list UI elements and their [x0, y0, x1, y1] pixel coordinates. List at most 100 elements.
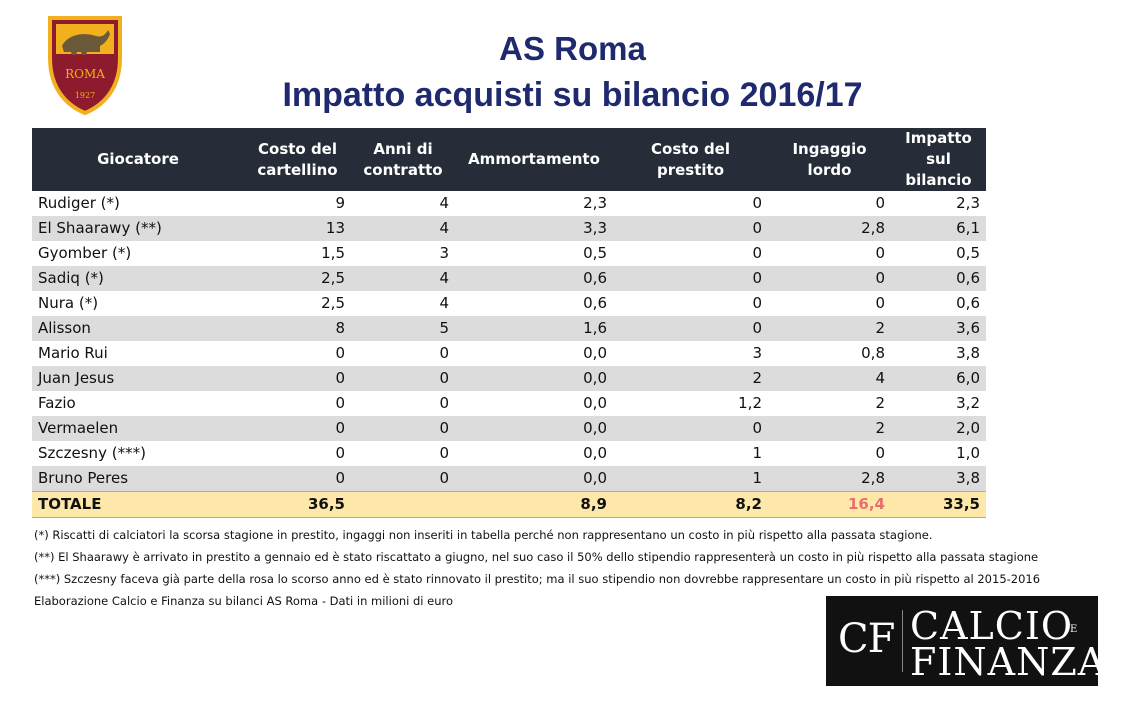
cell-anni: 0 — [351, 466, 455, 492]
cell-anni: 0 — [351, 366, 455, 391]
cell-impatto: 3,8 — [891, 341, 986, 366]
cell-costo: 0 — [244, 416, 351, 441]
table-row: Szczesny (***) 0 0 0,0 1 0 1,0 — [32, 441, 986, 466]
header-costo-prestito: Costo del prestito — [613, 128, 768, 191]
total-row: TOTALE 36,5 8,9 8,2 16,4 33,5 — [32, 491, 986, 518]
player-name: Alisson — [32, 316, 244, 341]
cell-ingaggio: 2 — [768, 416, 891, 441]
player-name: Nura (*) — [32, 291, 244, 316]
cell-prestito: 0 — [613, 216, 768, 241]
cell-ingaggio: 0 — [768, 191, 891, 216]
logo-word-calcio: CALCIO — [910, 604, 1073, 648]
acquisitions-table: Giocatore Costo del cartellino Anni di c… — [32, 128, 986, 518]
cell-prestito: 0 — [613, 266, 768, 291]
cell-prestito: 1 — [613, 466, 768, 492]
cell-ammortamento: 0,6 — [455, 291, 613, 316]
cell-prestito: 0 — [613, 416, 768, 441]
table-row: Mario Rui 0 0 0,0 3 0,8 3,8 — [32, 341, 986, 366]
cell-anni: 4 — [351, 266, 455, 291]
cell-costo: 0 — [244, 441, 351, 466]
header-costo-cartellino: Costo del cartellino — [244, 128, 351, 191]
page-subtitle: Impatto acquisti su bilancio 2016/17 — [282, 76, 863, 114]
cell-costo: 8 — [244, 316, 351, 341]
cell-ingaggio: 0,8 — [768, 341, 891, 366]
cell-prestito: 1,2 — [613, 391, 768, 416]
player-name: Vermaelen — [32, 416, 244, 441]
player-name: Bruno Peres — [32, 466, 244, 492]
cell-impatto: 1,0 — [891, 441, 986, 466]
logo-word-e: E — [1070, 624, 1078, 635]
total-label: TOTALE — [32, 491, 244, 518]
footnote: (*) Riscatti di calciatori la scorsa sta… — [34, 528, 933, 542]
footnotes: (*) Riscatti di calciatori la scorsa sta… — [34, 524, 1040, 612]
total-ammortamento: 8,9 — [455, 491, 613, 518]
cell-ingaggio: 0 — [768, 291, 891, 316]
cell-ammortamento: 1,6 — [455, 316, 613, 341]
cell-impatto: 0,6 — [891, 291, 986, 316]
cell-anni: 4 — [351, 191, 455, 216]
cell-prestito: 0 — [613, 291, 768, 316]
cell-impatto: 0,5 — [891, 241, 986, 266]
cell-prestito: 0 — [613, 191, 768, 216]
player-name: Juan Jesus — [32, 366, 244, 391]
cell-impatto: 6,1 — [891, 216, 986, 241]
cell-prestito: 3 — [613, 341, 768, 366]
header-giocatore: Giocatore — [32, 128, 244, 191]
cell-costo: 2,5 — [244, 291, 351, 316]
table-row: El Shaarawy (**) 13 4 3,3 0 2,8 6,1 — [32, 216, 986, 241]
table-row: Juan Jesus 0 0 0,0 2 4 6,0 — [32, 366, 986, 391]
cell-ammortamento: 0,0 — [455, 341, 613, 366]
cell-anni: 0 — [351, 391, 455, 416]
total-anni — [351, 491, 455, 518]
cell-costo: 2,5 — [244, 266, 351, 291]
cell-impatto: 2,0 — [891, 416, 986, 441]
logo-divider — [902, 610, 903, 672]
table-row: Fazio 0 0 0,0 1,2 2 3,2 — [32, 391, 986, 416]
cell-ingaggio: 2,8 — [768, 466, 891, 492]
calcio-e-finanza-logo: CF CALCIO E FINANZA — [826, 596, 1105, 686]
cell-anni: 4 — [351, 216, 455, 241]
table-row: Gyomber (*) 1,5 3 0,5 0 0 0,5 — [32, 241, 986, 266]
table-row: Bruno Peres 0 0 0,0 1 2,8 3,8 — [32, 466, 986, 492]
cell-ingaggio: 0 — [768, 441, 891, 466]
cell-ingaggio: 2 — [768, 316, 891, 341]
header-ammortamento: Ammortamento — [455, 128, 613, 191]
logo-abbr: CF — [838, 616, 895, 662]
cell-ammortamento: 0,6 — [455, 266, 613, 291]
cell-impatto: 0,6 — [891, 266, 986, 291]
player-name: El Shaarawy (**) — [32, 216, 244, 241]
cell-anni: 4 — [351, 291, 455, 316]
page-title: AS Roma — [499, 30, 646, 67]
player-name: Gyomber (*) — [32, 241, 244, 266]
cell-anni: 0 — [351, 341, 455, 366]
cell-ammortamento: 2,3 — [455, 191, 613, 216]
cell-impatto: 3,6 — [891, 316, 986, 341]
cell-ammortamento: 3,3 — [455, 216, 613, 241]
logo-year: 1927 — [75, 91, 95, 100]
cell-costo: 1,5 — [244, 241, 351, 266]
cell-costo: 9 — [244, 191, 351, 216]
cell-impatto: 2,3 — [891, 191, 986, 216]
cell-ammortamento: 0,0 — [455, 441, 613, 466]
source-note: Elaborazione Calcio e Finanza su bilanci… — [34, 594, 454, 608]
header-ingaggio-lordo: Ingaggio lordo — [768, 128, 891, 191]
total-costo: 36,5 — [244, 491, 351, 518]
header-row: Giocatore Costo del cartellino Anni di c… — [32, 128, 986, 191]
player-name: Sadiq (*) — [32, 266, 244, 291]
player-name: Fazio — [32, 391, 244, 416]
cell-ingaggio: 0 — [768, 266, 891, 291]
cell-ingaggio: 2,8 — [768, 216, 891, 241]
cell-prestito: 1 — [613, 441, 768, 466]
table-row: Nura (*) 2,5 4 0,6 0 0 0,6 — [32, 291, 986, 316]
cell-ammortamento: 0,0 — [455, 366, 613, 391]
cell-prestito: 0 — [613, 316, 768, 341]
footnote: (***) Szczesny faceva già parte della ro… — [34, 572, 1041, 586]
cell-ingaggio: 2 — [768, 391, 891, 416]
table-row: Rudiger (*) 9 4 2,3 0 0 2,3 — [32, 191, 986, 216]
cell-ammortamento: 0,0 — [455, 466, 613, 492]
player-name: Szczesny (***) — [32, 441, 244, 466]
cell-anni: 3 — [351, 241, 455, 266]
table-row: Alisson 8 5 1,6 0 2 3,6 — [32, 316, 986, 341]
cell-costo: 0 — [244, 391, 351, 416]
cell-costo: 0 — [244, 466, 351, 492]
